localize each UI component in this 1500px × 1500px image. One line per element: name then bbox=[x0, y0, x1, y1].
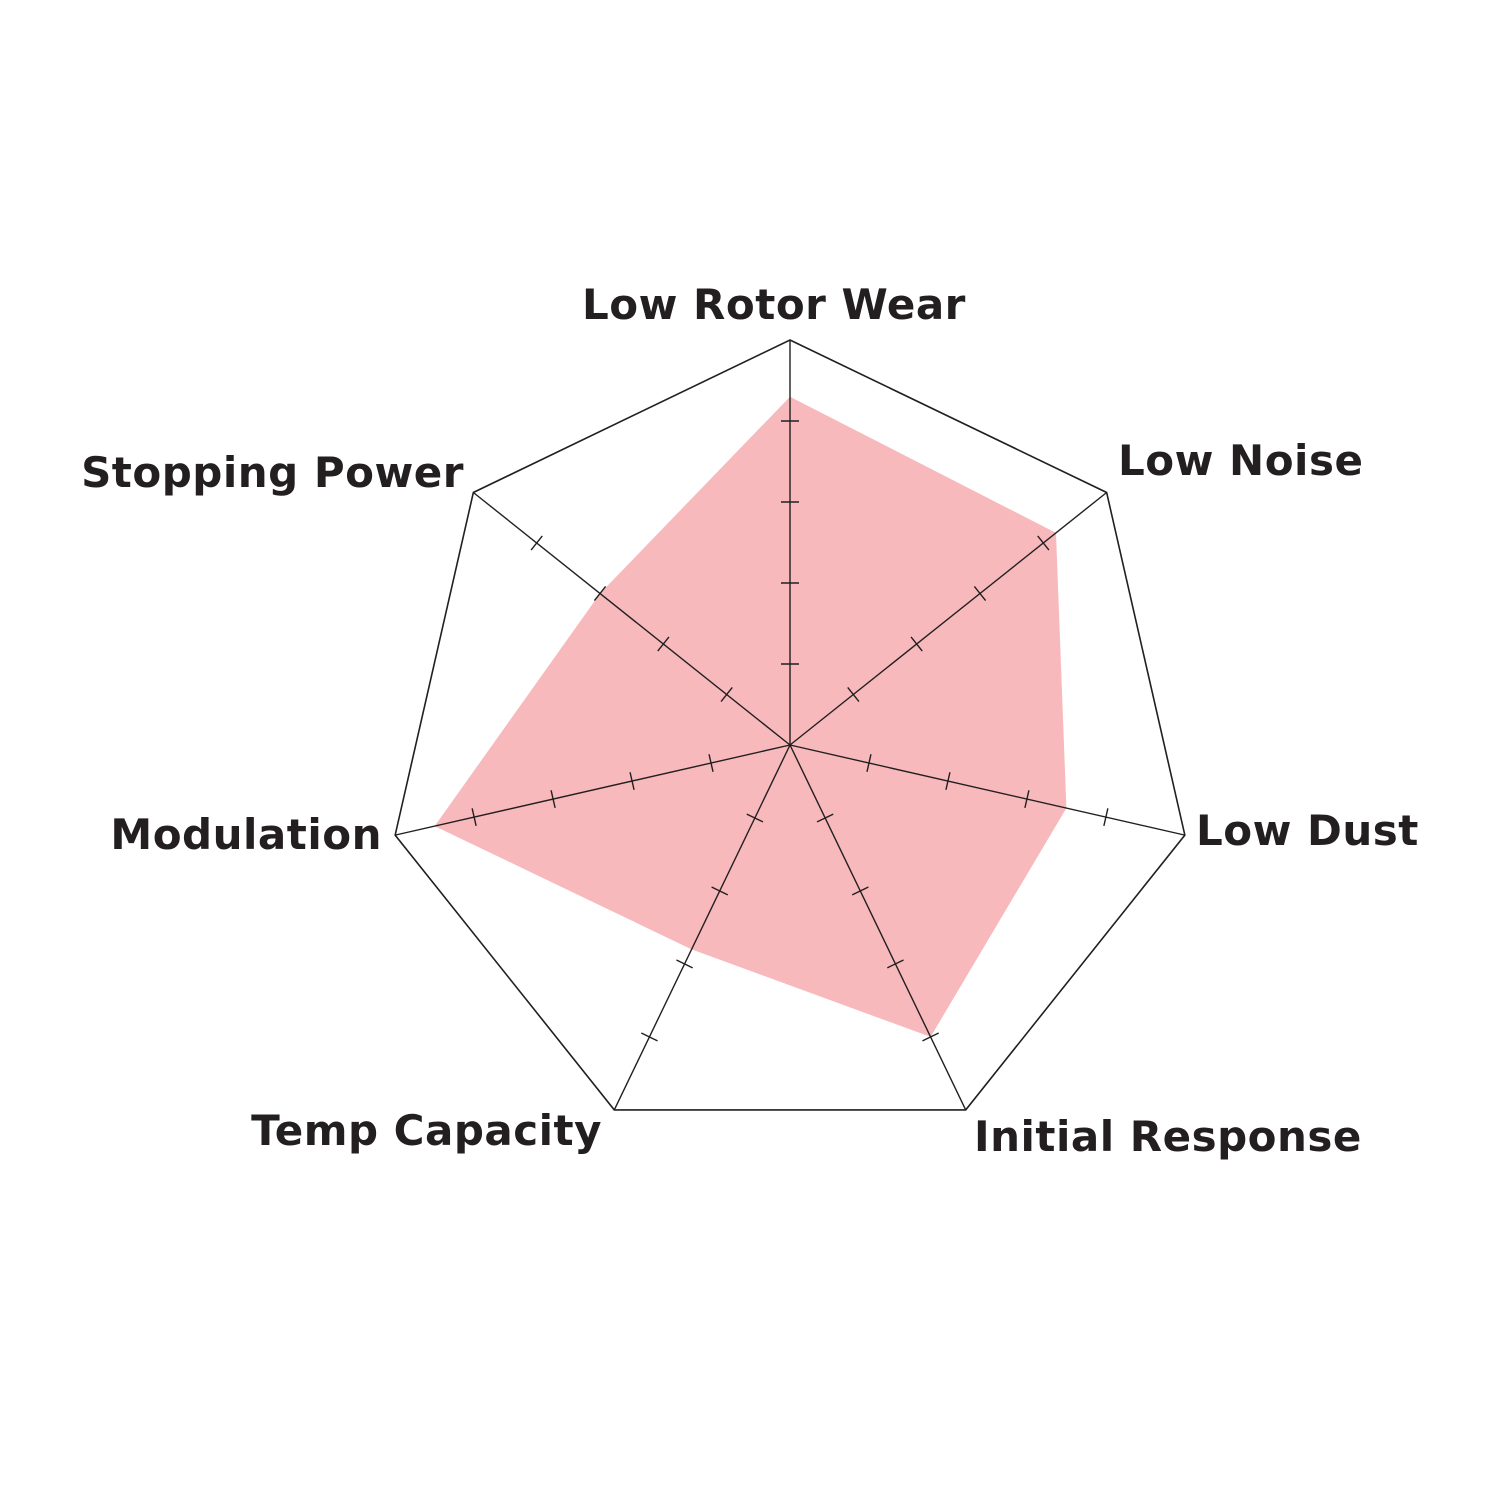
axis-tick bbox=[866, 754, 872, 772]
axis-line-3 bbox=[789, 744, 967, 1111]
axis-tick bbox=[1024, 790, 1030, 809]
axis-tick bbox=[1103, 808, 1109, 827]
axis-tick bbox=[629, 772, 635, 790]
axis-line-2 bbox=[789, 744, 1186, 836]
axis-tick bbox=[550, 790, 556, 809]
axis-tick bbox=[973, 586, 987, 601]
axis-label-stopping-power: Stopping Power bbox=[81, 448, 464, 497]
axis-tick bbox=[887, 959, 904, 969]
axis-tick bbox=[720, 687, 733, 702]
axis-tick bbox=[910, 636, 923, 652]
axis-line-4 bbox=[613, 744, 791, 1111]
axis-tick bbox=[945, 772, 951, 790]
axis-tick bbox=[816, 813, 834, 823]
axis-tick bbox=[641, 1032, 658, 1042]
axis-tick bbox=[593, 586, 607, 601]
outer-frame bbox=[394, 339, 1186, 1111]
axis-tick bbox=[471, 808, 477, 827]
axis-label-temp-capacity: Temp Capacity bbox=[251, 1106, 602, 1155]
axis-label-modulation: Modulation bbox=[110, 810, 382, 859]
axis-line-5 bbox=[394, 744, 791, 836]
axis-label-initial-response: Initial Response bbox=[974, 1112, 1362, 1161]
axis-tick bbox=[746, 813, 764, 823]
axis-tick bbox=[676, 959, 693, 969]
axis-label-low-noise: Low Noise bbox=[1118, 436, 1364, 485]
data-area bbox=[434, 396, 1067, 1037]
axis-line-6 bbox=[472, 491, 791, 746]
axis-tick bbox=[708, 754, 714, 772]
axis-tick bbox=[657, 636, 670, 652]
axis-tick bbox=[847, 687, 860, 702]
axis-tick bbox=[530, 535, 543, 551]
axis-label-low-dust: Low Dust bbox=[1196, 806, 1419, 855]
axis-line-1 bbox=[789, 491, 1108, 746]
axis-tick bbox=[851, 886, 869, 896]
axis-tick bbox=[711, 886, 729, 896]
axis-label-low-rotor-wear: Low Rotor Wear bbox=[582, 280, 966, 329]
axis-tick bbox=[1037, 535, 1050, 551]
axis-tick bbox=[922, 1032, 939, 1042]
